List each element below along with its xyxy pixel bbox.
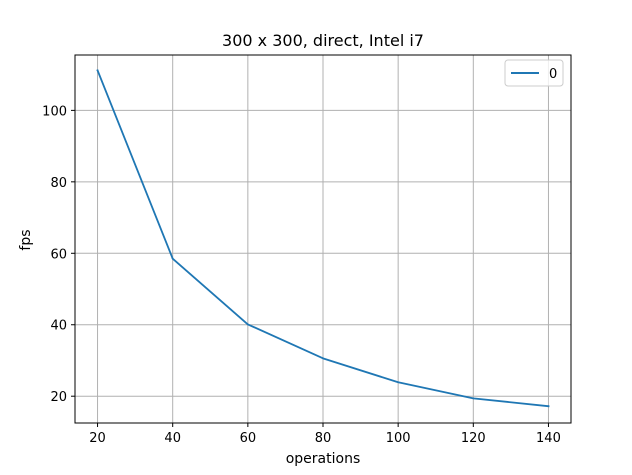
data-point xyxy=(472,397,475,400)
data-point xyxy=(246,323,249,326)
y-tick-label: 40 xyxy=(50,319,67,334)
data-point xyxy=(547,405,550,408)
data-point xyxy=(397,381,400,384)
legend-label: 0 xyxy=(549,67,557,82)
data-point xyxy=(322,357,324,360)
y-axis-ticks: 20 40 60 80 100 xyxy=(42,104,75,405)
data-point xyxy=(171,257,174,260)
x-tick-label: 80 xyxy=(315,431,332,446)
chart-title: 300 x 300, direct, Intel i7 xyxy=(222,31,424,50)
x-axis-ticks: 20 40 60 80 100 120 140 xyxy=(89,423,561,446)
x-tick-label: 60 xyxy=(240,431,257,446)
y-axis-label: fps xyxy=(18,229,34,250)
series-lines xyxy=(96,69,550,408)
legend: 0 xyxy=(504,59,564,87)
y-tick-label: 60 xyxy=(50,247,67,262)
x-tick-label: 100 xyxy=(386,431,411,446)
x-tick-label: 140 xyxy=(536,431,561,446)
data-point xyxy=(96,69,99,72)
x-axis-label: operations xyxy=(286,451,361,467)
x-tick-label: 40 xyxy=(164,431,181,446)
x-tick-label: 20 xyxy=(89,431,106,446)
x-tick-label: 120 xyxy=(461,431,486,446)
grid-lines xyxy=(75,55,571,423)
y-tick-label: 100 xyxy=(42,104,67,119)
y-tick-label: 80 xyxy=(50,176,67,191)
y-tick-label: 20 xyxy=(50,390,67,405)
